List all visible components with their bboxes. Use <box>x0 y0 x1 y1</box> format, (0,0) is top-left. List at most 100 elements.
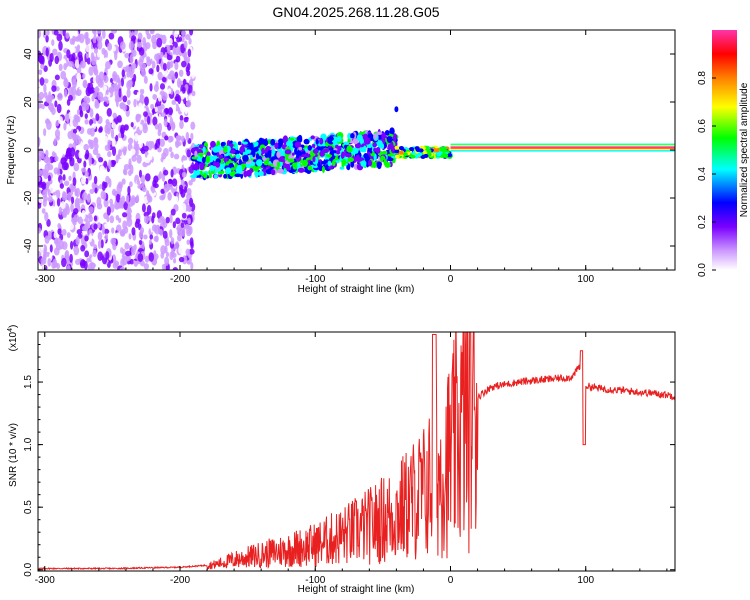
heatmap-cell <box>146 115 151 125</box>
heatmap-cell <box>122 220 128 230</box>
heatmap-cell <box>166 54 173 61</box>
heatmap-cell <box>165 30 170 37</box>
heatmap-cell <box>103 85 108 92</box>
heatmap-cell <box>161 112 166 118</box>
heatmap-cell <box>111 227 115 234</box>
heatmap-cell <box>255 153 260 160</box>
heatmap-cell <box>53 30 59 36</box>
heatmap-cell <box>143 215 149 224</box>
heatmap-cell <box>76 72 82 82</box>
heatmap-cell <box>61 228 67 236</box>
heatmap-cell <box>38 96 42 104</box>
heatmap-cell <box>375 146 381 154</box>
heatmap-cell <box>143 75 148 84</box>
heatmap-cell <box>288 154 295 160</box>
heatmap-cell <box>88 229 93 236</box>
heatmap-cell <box>178 245 184 255</box>
heatmap-cell <box>174 61 179 71</box>
heatmap-cell <box>92 249 97 258</box>
heatmap-cell <box>146 56 151 62</box>
heatmap-cell <box>139 124 143 131</box>
heatmap-cell <box>183 51 188 61</box>
heatmap-cell <box>183 116 189 123</box>
heatmap-cell <box>210 140 216 148</box>
heatmap-cell <box>197 152 204 156</box>
heatmap-cell <box>89 127 95 137</box>
heatmap-cell <box>386 136 393 140</box>
heatmap-cell <box>97 240 102 249</box>
heatmap-cell <box>186 161 191 168</box>
heatmap-cell <box>53 138 57 147</box>
heatmap-cell <box>134 30 138 36</box>
heatmap-cell <box>135 113 142 119</box>
heatmap-cell <box>68 60 74 67</box>
heatmap-cell <box>125 255 131 262</box>
heatmap-cell <box>178 36 182 42</box>
top-y-tick-label: -40 <box>23 238 34 253</box>
heatmap-cell <box>388 142 394 149</box>
heatmap-cell <box>98 157 104 163</box>
heatmap-cell <box>352 138 359 145</box>
spectrogram-cells <box>38 30 675 270</box>
heatmap-cell <box>58 206 63 216</box>
heatmap-cell <box>61 210 67 218</box>
heatmap-cell <box>117 60 123 69</box>
bottom-x-tick-label: -100 <box>305 575 325 586</box>
heatmap-cell <box>360 160 367 167</box>
heatmap-cell <box>75 36 82 42</box>
heatmap-cell <box>136 41 143 48</box>
heatmap-cell <box>141 203 146 213</box>
top-y-tick-label: 40 <box>23 48 34 60</box>
heatmap-cell <box>90 52 95 61</box>
heatmap-cell <box>223 173 228 179</box>
heatmap-cell <box>294 141 302 148</box>
heatmap-cell <box>49 244 53 253</box>
heatmap-cell <box>253 164 260 172</box>
heatmap-cell <box>161 76 167 83</box>
bottom-y-tick-label: 1.5 <box>23 375 34 389</box>
heatmap-cell <box>82 192 88 201</box>
heatmap-cell <box>91 255 97 263</box>
heatmap-cell <box>178 256 185 263</box>
heatmap-cell <box>170 208 176 216</box>
heatmap-cell <box>230 157 236 161</box>
heatmap-cell <box>117 30 122 37</box>
heatmap-cell <box>95 74 100 84</box>
heatmap-cell <box>48 112 54 123</box>
heatmap-cell <box>346 145 353 153</box>
heatmap-cell <box>84 223 89 232</box>
heatmap-cell <box>153 175 159 184</box>
heatmap-cell <box>151 34 157 45</box>
heatmap-cell <box>82 73 86 79</box>
heatmap-cell <box>44 211 49 222</box>
heatmap-cell <box>63 89 68 98</box>
heatmap-cell <box>282 136 288 144</box>
heatmap-cell <box>76 44 81 51</box>
heatmap-cell <box>167 178 173 185</box>
heatmap-cell <box>190 132 194 141</box>
heatmap-cell <box>107 139 111 146</box>
heatmap-cell <box>44 118 51 125</box>
heatmap-cell <box>402 152 408 157</box>
heatmap-cell <box>163 118 168 128</box>
heatmap-cell <box>85 44 92 53</box>
heatmap-cell <box>373 147 377 152</box>
heatmap-cell <box>175 135 182 141</box>
heatmap-cell <box>181 155 188 161</box>
heatmap-cell <box>162 63 167 71</box>
heatmap-cell <box>171 122 176 130</box>
heatmap-cell <box>159 51 164 58</box>
heatmap-cell <box>242 141 248 145</box>
heatmap-cell <box>104 144 111 152</box>
heatmap-cell <box>270 138 276 146</box>
heatmap-cell <box>136 91 140 102</box>
heatmap-cell <box>217 144 221 151</box>
heatmap-cell <box>108 178 112 188</box>
heatmap-cell <box>137 183 143 190</box>
heatmap-cell <box>175 217 181 225</box>
heatmap-cell <box>177 95 182 105</box>
heatmap-cell <box>124 242 130 250</box>
bottom-x-tick-label: 0 <box>448 575 454 586</box>
heatmap-cell <box>149 58 153 65</box>
heatmap-cell <box>172 46 176 55</box>
